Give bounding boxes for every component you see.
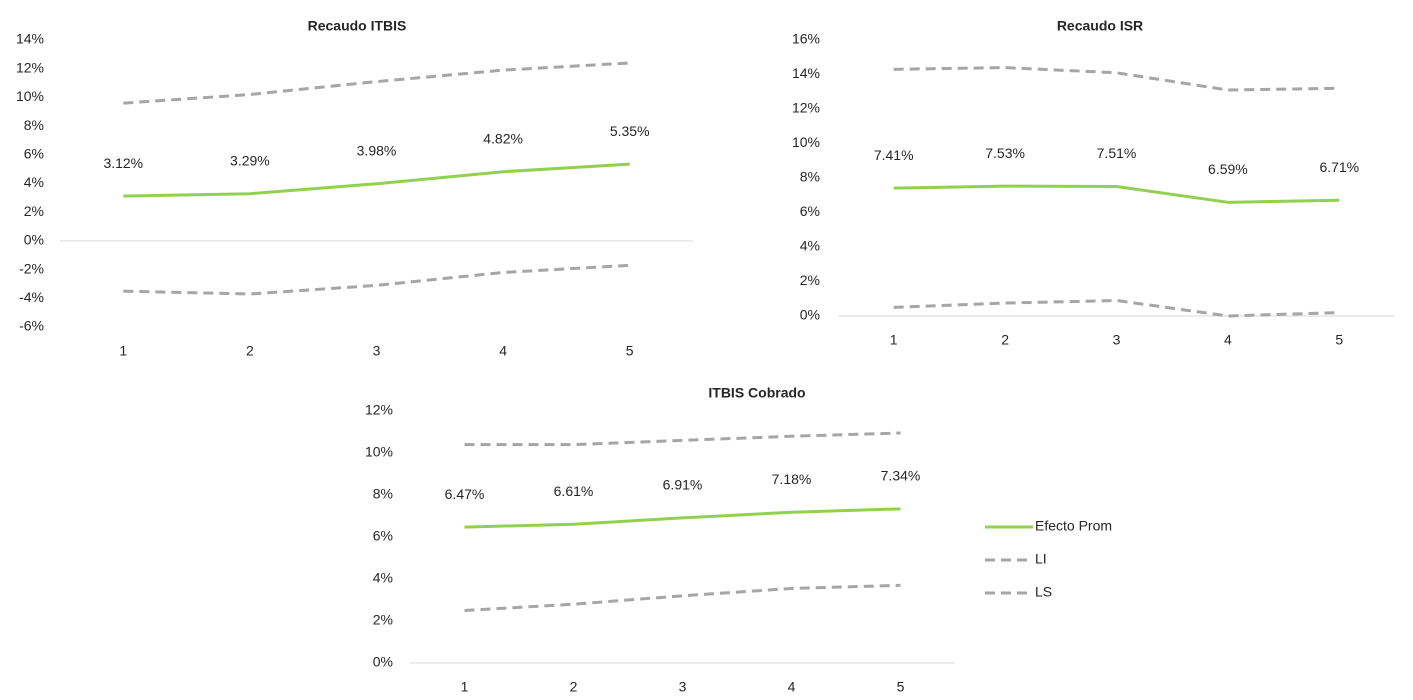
data-label: 6.59% <box>1208 161 1248 177</box>
y-tick-label: 8% <box>373 486 393 502</box>
data-label: 3.29% <box>230 152 270 168</box>
x-tick-label: 3 <box>1113 332 1121 348</box>
x-tick-label: 1 <box>119 343 127 359</box>
y-tick-label: 12% <box>792 100 820 116</box>
data-label: 6.91% <box>663 477 703 493</box>
series-line <box>893 184 1340 204</box>
series-line <box>123 61 630 105</box>
y-tick-label: 10% <box>792 134 820 150</box>
y-tick-label: -2% <box>19 260 44 276</box>
series-line <box>464 583 901 612</box>
x-tick-label: 4 <box>499 343 507 359</box>
legend-label: LI <box>1035 551 1047 567</box>
x-tick-label: 2 <box>570 679 578 695</box>
x-tick-label: 2 <box>1001 332 1009 348</box>
y-tick-label: 12% <box>365 402 393 418</box>
x-tick-label: 3 <box>373 343 381 359</box>
y-tick-label: 2% <box>373 612 393 628</box>
chart-title: ITBIS Cobrado <box>708 385 805 401</box>
x-tick-label: 4 <box>788 679 796 695</box>
y-tick-label: 6% <box>800 203 820 219</box>
data-label: 7.41% <box>874 147 914 163</box>
y-tick-label: 14% <box>792 65 820 81</box>
x-tick-label: 3 <box>679 679 687 695</box>
legend-label: LS <box>1035 584 1052 600</box>
y-tick-label: 16% <box>792 31 820 47</box>
y-tick-label: 4% <box>800 238 820 254</box>
x-tick-label: 5 <box>1335 332 1343 348</box>
y-tick-label: 14% <box>16 31 44 47</box>
y-tick-label: 8% <box>800 169 820 185</box>
x-tick-label: 1 <box>461 679 469 695</box>
y-tick-label: 6% <box>24 146 44 162</box>
chart-title: Recaudo ISR <box>1057 18 1143 34</box>
y-tick-label: 2% <box>24 203 44 219</box>
x-tick-label: 5 <box>897 679 905 695</box>
y-tick-label: 10% <box>16 88 44 104</box>
y-tick-label: 0% <box>373 654 393 670</box>
data-label: 4.82% <box>483 130 523 146</box>
series-line <box>123 162 630 198</box>
data-label: 7.51% <box>1097 145 1137 161</box>
data-label: 3.98% <box>357 142 397 158</box>
data-label: 3.12% <box>103 155 143 171</box>
y-tick-label: -4% <box>19 289 44 305</box>
chart-title: Recaudo ITBIS <box>308 18 407 34</box>
series-line <box>893 66 1340 92</box>
data-label: 6.47% <box>445 486 485 502</box>
data-label: 6.61% <box>554 483 594 499</box>
y-tick-label: 10% <box>365 444 393 460</box>
data-label: 7.34% <box>881 468 921 484</box>
series-line <box>464 507 901 529</box>
y-tick-label: -6% <box>19 318 44 334</box>
y-tick-label: 0% <box>800 307 820 323</box>
y-tick-label: 6% <box>373 528 393 544</box>
data-label: 6.71% <box>1319 159 1359 175</box>
series-line <box>464 431 901 447</box>
y-tick-label: 12% <box>16 59 44 75</box>
y-tick-label: 8% <box>24 117 44 133</box>
series-line <box>893 298 1340 318</box>
x-tick-label: 2 <box>246 343 254 359</box>
y-tick-label: 4% <box>24 174 44 190</box>
y-tick-label: 0% <box>24 232 44 248</box>
y-tick-label: 4% <box>373 570 393 586</box>
data-label: 7.53% <box>985 145 1025 161</box>
data-label: 5.35% <box>610 123 650 139</box>
x-tick-label: 5 <box>626 343 634 359</box>
series-line <box>123 263 630 296</box>
y-tick-label: 2% <box>800 272 820 288</box>
x-tick-label: 4 <box>1224 332 1232 348</box>
legend-label: Efecto Prom <box>1035 518 1112 534</box>
data-label: 7.18% <box>772 471 812 487</box>
x-tick-label: 1 <box>890 332 898 348</box>
